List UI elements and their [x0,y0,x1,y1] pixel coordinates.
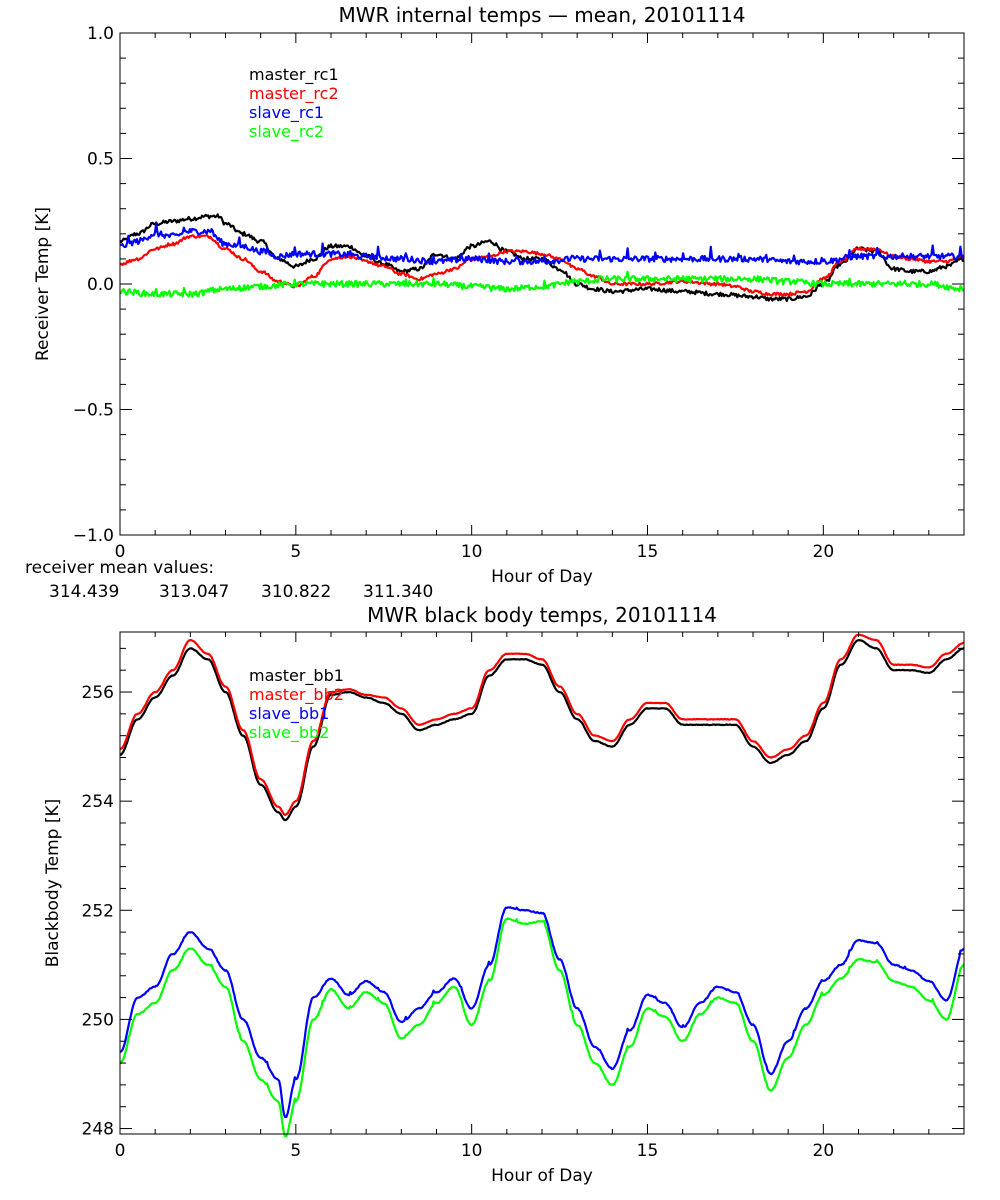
x-tick-label: 15 [637,1141,659,1161]
y-axis-label: Receiver Temp [K] [33,207,53,361]
series-layer [119,633,965,1138]
series-line-master_bb2 [119,633,965,816]
tick-layer: 0 5 10 15 20 −1.0 −0.5 0.0 0.5 1.0 [73,24,965,562]
x-tick-label: 15 [637,542,659,562]
receiver-mean-value: 311.340 [363,582,433,602]
x-tick-label: 10 [461,542,483,562]
receiver-mean-value: 313.047 [159,582,229,602]
chart-title: MWR internal temps — mean, 20101114 [338,3,745,27]
legend-entry: slave_bb1 [249,704,329,724]
x-axis-label: Hour of Day [491,567,593,587]
y-tick-label: 256 [82,683,114,703]
y-tick-label: −0.5 [73,401,114,421]
series-line-slave_bb2 [119,917,965,1138]
x-tick-label: 0 [115,542,126,562]
receiver-mean-label: receiver mean values: [25,558,214,578]
y-tick-label: 248 [82,1120,114,1140]
legend-entry: slave_bb2 [249,723,329,743]
y-tick-label: 1.0 [87,24,114,44]
series-line-master_rc2 [119,234,965,297]
plot-frame [119,631,965,1135]
legend-entry: master_bb1 [249,666,344,686]
series-layer [119,213,965,303]
blackbody-temps-panel: MWR black body temps, 20101114 0 5 10 15 20 2… [43,603,965,1186]
series-line-slave_rc2 [119,270,965,298]
receiver-mean-value: 314.439 [49,582,119,602]
y-tick-label: 0.5 [87,150,114,170]
series-line-slave_rc1 [119,222,965,266]
x-tick-label: 5 [290,542,301,562]
x-tick-label: 10 [461,1141,483,1161]
series-line-slave_bb1 [119,906,965,1119]
x-tick-label: 20 [813,1141,835,1161]
legend-entry: master_rc2 [249,84,339,104]
x-tick-label: 0 [115,1141,126,1161]
series-line-master_bb1 [119,639,965,822]
legend-entry: master_rc1 [249,65,339,85]
y-tick-label: 254 [82,792,114,812]
y-tick-label: 250 [82,1010,114,1030]
chart-title: MWR black body temps, 20101114 [367,603,717,627]
y-tick-label: −1.0 [73,526,114,546]
x-tick-label: 5 [290,1141,301,1161]
x-axis-label: Hour of Day [491,1166,593,1186]
x-tick-label: 20 [813,542,835,562]
receiver-mean-value: 310.822 [261,582,331,602]
legend-entry: slave_rc1 [249,103,324,123]
receiver-temps-panel: MWR internal temps — mean, 20101114 0 5 10… [33,3,965,587]
legend-entry: slave_rc2 [249,122,324,142]
legend-entry: master_bb2 [249,685,344,705]
y-axis-label: Blackbody Temp [K] [43,799,63,968]
y-tick-label: 0.0 [87,275,114,295]
tick-layer: 0 5 10 15 20 248 250 252 254 256 [82,632,965,1161]
y-tick-label: 252 [82,901,114,921]
